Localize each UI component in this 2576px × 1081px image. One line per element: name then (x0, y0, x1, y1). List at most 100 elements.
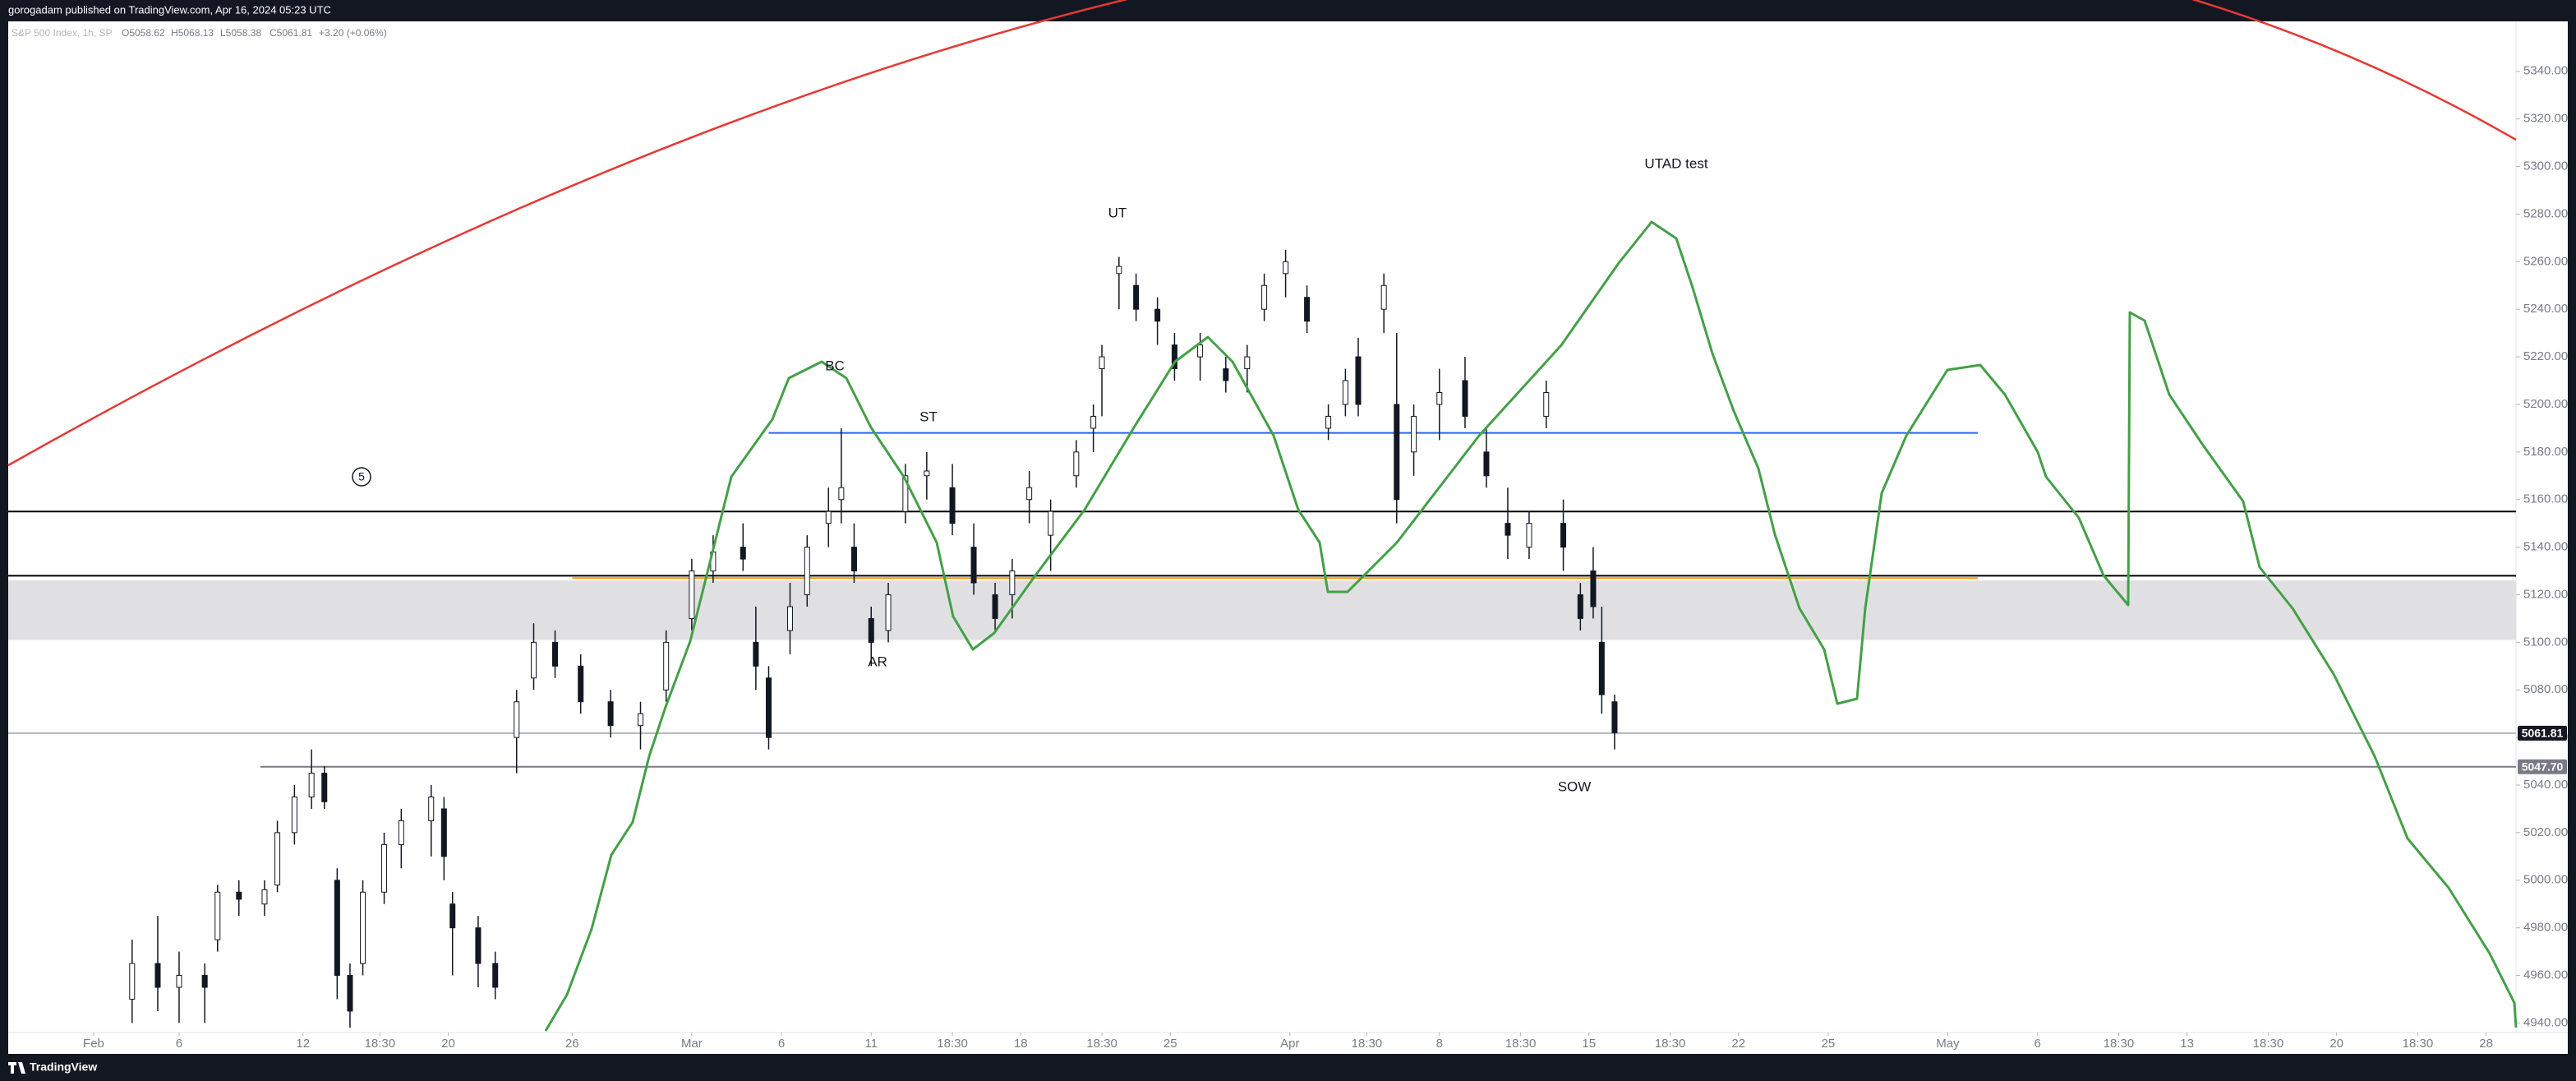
candle-body (825, 510, 832, 524)
legend-low: L5058.38 (220, 27, 261, 39)
price-label-box (2518, 759, 2567, 774)
candle-body (1483, 451, 1490, 477)
annotation: SOW (1558, 778, 1592, 794)
candle-body (176, 975, 182, 988)
x-tick-label: Mar (681, 1037, 703, 1051)
candle-body (1154, 308, 1161, 322)
x-tick-label: 11 (864, 1037, 878, 1051)
legend-change: +3.20 (+0.06%) (319, 27, 387, 39)
wave-marker (352, 467, 371, 487)
candle-body (1009, 571, 1016, 595)
y-tick-label: 5280.00 (2523, 206, 2568, 220)
candle-body (440, 808, 447, 857)
candle-body (753, 641, 759, 667)
candle-body (1261, 284, 1268, 310)
candle-body (578, 665, 584, 703)
candle-body (1394, 404, 1400, 501)
zone (8, 580, 2516, 640)
x-tick-label: 18:30 (2104, 1037, 2135, 1051)
x-tick-label: 28 (2479, 1037, 2493, 1051)
legend-open: O5058.62 (122, 27, 165, 39)
candle-body (381, 843, 388, 893)
x-tick-label: 25 (1164, 1037, 1177, 1051)
candle-body (514, 701, 520, 738)
candle-body (1073, 451, 1080, 477)
candle-body (949, 487, 956, 524)
candle-body (201, 975, 208, 988)
candle-body (1543, 391, 1550, 417)
y-tick-label: 5100.00 (2523, 635, 2568, 649)
annotation: UT (1108, 205, 1127, 220)
candle-body (1116, 266, 1122, 275)
candle-body (1197, 344, 1204, 358)
candle-body (1526, 523, 1532, 548)
y-tick-label: 4940.00 (2523, 1015, 2568, 1029)
y-tick-label: 5240.00 (2523, 302, 2568, 316)
y-tick-label: 5080.00 (2523, 682, 2568, 696)
x-tick-label: Feb (83, 1037, 104, 1051)
candle-body (1048, 510, 1054, 536)
price-label: 5047.70 (2522, 760, 2564, 773)
candle-body (1133, 284, 1140, 310)
candle-body (1171, 344, 1177, 370)
x-tick-label: 20 (2329, 1037, 2343, 1051)
candle-body (1026, 487, 1033, 501)
candle-body (637, 713, 643, 727)
plot: 5340.00 5320.00 5300.00 5280.00 5260.00 5240.… (8, 21, 2568, 1051)
candle-body (274, 832, 281, 886)
candle-body (1244, 356, 1251, 370)
candle-body (1283, 261, 1289, 275)
x-tick-label: 18:30 (937, 1037, 968, 1051)
candle-body (291, 796, 297, 834)
y-tick-label: 5040.00 (2523, 778, 2568, 792)
x-tick-label: 8 (1436, 1037, 1443, 1051)
candle-body (1099, 356, 1105, 370)
candle-body (261, 889, 268, 905)
candle-body (428, 796, 435, 821)
candle-body (449, 903, 456, 929)
candle-body (398, 820, 404, 845)
candle-body (804, 547, 810, 595)
x-tick-label: 18:30 (1352, 1037, 1383, 1051)
x-tick-label: 15 (1582, 1037, 1596, 1051)
candle-body (1090, 415, 1097, 429)
candle-body (1325, 415, 1332, 429)
candle-body (1590, 571, 1597, 607)
candle-body (1304, 297, 1311, 322)
legend-symbol: S&P 500 Index, 1h, SP (12, 27, 113, 39)
candle-body (786, 606, 793, 631)
x-tick-label: 18 (1014, 1037, 1028, 1051)
y-tick-label: 5300.00 (2523, 159, 2568, 173)
x-tick-label: 18:30 (1086, 1037, 1117, 1051)
candle-body (1462, 380, 1468, 417)
candle-body (1380, 284, 1387, 310)
annotation: ST (919, 409, 938, 424)
x-tick-label: 25 (1822, 1037, 1836, 1051)
x-tick-label: 18:30 (365, 1037, 396, 1051)
candle-body (765, 677, 772, 738)
candle-body (1560, 523, 1567, 548)
x-tick-label: Apr (1280, 1037, 1299, 1051)
candle-body (214, 891, 221, 940)
candle-body (1355, 356, 1362, 405)
legend-close: C5061.81 (270, 27, 312, 39)
annotation: UTAD test (1644, 155, 1707, 171)
x-tick-label: 18:30 (2253, 1037, 2284, 1051)
x-tick-label: 18:30 (1505, 1037, 1537, 1051)
candle-body (740, 547, 746, 560)
y-tick-label: 5200.00 (2523, 397, 2568, 411)
annotation: AR (868, 654, 887, 669)
candle-body (1598, 641, 1605, 695)
candle-body (1611, 701, 1618, 733)
candle-body (689, 571, 695, 619)
y-tick-label: 4980.00 (2523, 921, 2568, 935)
annotation: BC (825, 358, 845, 373)
y-tick-label: 5160.00 (2523, 492, 2568, 506)
candle-body (360, 891, 366, 964)
candle-body (1411, 415, 1417, 453)
x-tick-label: 13 (2180, 1037, 2194, 1051)
candle-body (531, 641, 537, 679)
x-tick-label: 6 (2035, 1037, 2041, 1051)
y-tick-label: 5020.00 (2523, 825, 2568, 839)
candle-body (129, 963, 136, 1000)
